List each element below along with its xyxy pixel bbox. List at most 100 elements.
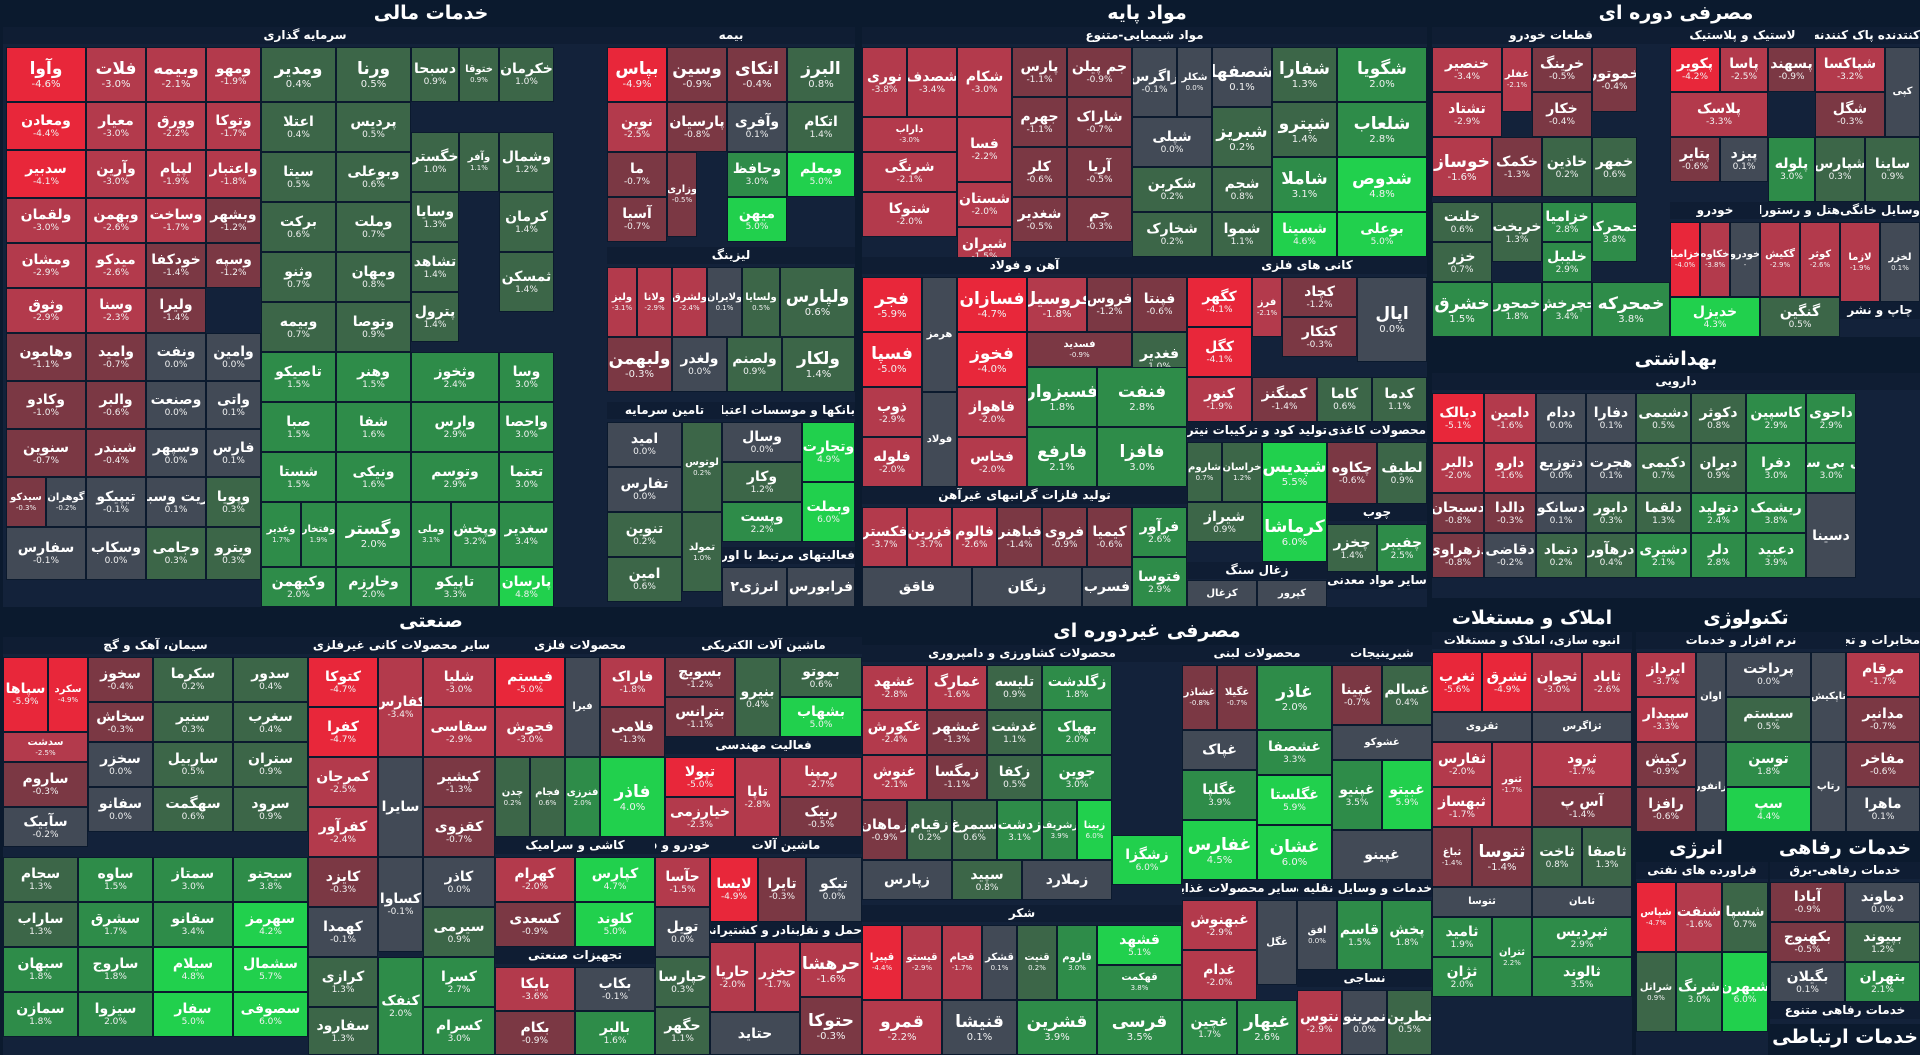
stock-tile[interactable]: غدشت 1.1%	[987, 710, 1042, 755]
stock-tile[interactable]: غفارس 4.5%	[1182, 820, 1257, 880]
stock-tile[interactable]: خوساز -1.6%	[1432, 137, 1492, 197]
stock-tile[interactable]: سمازن 1.8%	[3, 992, 78, 1037]
stock-tile[interactable]: سیستم 0.5%	[1726, 697, 1811, 742]
stock-tile[interactable]: شکربن 0.2%	[1132, 167, 1212, 212]
stock-tile[interactable]: خلنت 0.6%	[1432, 202, 1492, 242]
stock-tile[interactable]: فنرزی 2.0%	[565, 757, 600, 837]
stock-tile[interactable]: شموا 1.1%	[1212, 212, 1272, 257]
stock-tile[interactable]: غگیلا -0.7%	[1217, 665, 1257, 730]
stock-tile[interactable]: سآبیک -0.2%	[3, 807, 88, 847]
stock-tile[interactable]: کایزد -0.3%	[308, 857, 378, 907]
stock-tile[interactable]: ساینا 0.9%	[1865, 137, 1920, 202]
stock-tile[interactable]: وهامون -1.1%	[6, 333, 86, 381]
stock-tile[interactable]: فتوسا 2.9%	[1132, 557, 1187, 607]
stock-tile[interactable]: قاروم 3.0%	[1057, 925, 1097, 1000]
stock-tile[interactable]: ساروج 1.8%	[78, 947, 153, 992]
stock-tile[interactable]: کسعدی -0.9%	[495, 902, 575, 947]
stock-tile[interactable]: فلامی -1.3%	[600, 707, 665, 757]
stock-tile[interactable]: دفارا 0.1%	[1586, 393, 1636, 443]
stock-tile[interactable]: سهگمت 0.6%	[153, 787, 233, 832]
stock-tile[interactable]: رکیش -0.9%	[1636, 742, 1696, 787]
stock-tile[interactable]: شبهرن 6.0%	[1722, 952, 1768, 1032]
stock-tile[interactable]: فسرب	[1082, 567, 1132, 607]
stock-tile[interactable]: وسال 0.0%	[722, 422, 802, 462]
stock-tile[interactable]: کفارس-3.4%	[378, 657, 423, 757]
stock-tile[interactable]: سجام 1.3%	[3, 857, 78, 902]
stock-tile[interactable]: غگلپا 3.9%	[1182, 770, 1257, 820]
stock-tile[interactable]: نوین -2.5%	[607, 102, 667, 152]
stock-tile[interactable]: کپارس 4.7%	[575, 857, 655, 902]
stock-tile[interactable]: فیرا	[565, 657, 600, 757]
stock-tile[interactable]: آریا -0.5%	[1067, 147, 1132, 197]
stock-tile[interactable]: خمحور 1.8%	[1492, 282, 1542, 337]
stock-tile[interactable]: سدشت -2.5%	[3, 732, 88, 762]
stock-tile[interactable]: کفرآور -2.4%	[308, 807, 378, 857]
stock-tile[interactable]: دارو -1.6%	[1484, 443, 1536, 493]
stock-tile[interactable]: شتوکا -2.0%	[862, 192, 957, 237]
stock-tile[interactable]: غشان 6.0%	[1257, 825, 1332, 880]
stock-tile[interactable]: ومعادن -4.4%	[6, 102, 86, 150]
stock-tile[interactable]: کپرور	[1257, 580, 1327, 607]
stock-tile[interactable]: وسا 3.0%	[499, 352, 554, 402]
stock-tile[interactable]: فزرین -3.7%	[907, 507, 952, 567]
stock-tile[interactable]: وتوکا -1.7%	[206, 102, 261, 150]
stock-tile[interactable]: فلوله -2.0%	[862, 437, 922, 487]
stock-tile[interactable]: کاما 0.6%	[1317, 377, 1372, 422]
stock-tile[interactable]: کپشیر -1.3%	[423, 757, 495, 807]
stock-tile[interactable]: ومهو -1.9%	[206, 47, 261, 102]
stock-tile[interactable]: بموتو 0.6%	[780, 657, 862, 697]
stock-tile[interactable]: سفانو 3.4%	[153, 902, 233, 947]
stock-tile[interactable]: فسبزوار 1.8%	[1027, 367, 1097, 427]
stock-tile[interactable]: خشرق 1.5%	[1432, 282, 1492, 337]
stock-tile[interactable]: زمگسا -1.1%	[927, 755, 987, 800]
stock-tile[interactable]: ولقمان -3.0%	[6, 198, 86, 243]
stock-tile[interactable]: سفاسی -2.9%	[423, 707, 495, 757]
stock-tile[interactable]: نطرین 0.5%	[1387, 990, 1432, 1055]
stock-tile[interactable]: شفا 1.6%	[336, 402, 411, 452]
stock-tile[interactable]: سپاها -5.9%	[3, 657, 48, 732]
stock-tile[interactable]: غپینا -0.7%	[1332, 665, 1382, 725]
stock-tile[interactable]: ثباغ -1.4%	[1432, 827, 1472, 887]
stock-tile[interactable]: بوعلی 5.0%	[1337, 212, 1427, 257]
stock-tile[interactable]: غبیتو 5.9%	[1382, 760, 1432, 830]
stock-tile[interactable]: وجامی 0.3%	[146, 527, 206, 580]
stock-tile[interactable]: غشهد -2.8%	[862, 665, 927, 710]
stock-tile[interactable]: دلقما 1.3%	[1636, 493, 1691, 533]
stock-tile[interactable]: شپترو 1.4%	[1272, 102, 1337, 157]
stock-tile[interactable]: پخش 1.8%	[1382, 900, 1432, 970]
stock-tile[interactable]: شلعاب 2.8%	[1337, 102, 1427, 157]
stock-tile[interactable]: فافزا 3.0%	[1097, 427, 1187, 487]
stock-tile[interactable]: مرقام -1.7%	[1846, 652, 1920, 697]
stock-tile[interactable]: بهپاک 2.0%	[1042, 710, 1112, 755]
stock-tile[interactable]: شپاس -4.7%	[1636, 882, 1676, 952]
stock-tile[interactable]: غشوکو	[1332, 725, 1432, 760]
stock-tile[interactable]: فروس -1.2%	[1087, 277, 1132, 332]
stock-tile[interactable]: سپ 4.4%	[1726, 787, 1811, 832]
stock-tile[interactable]: فجر -5.9%	[862, 277, 922, 332]
stock-tile[interactable]: فیستم -5.0%	[495, 657, 565, 707]
stock-tile[interactable]: البرز 0.8%	[787, 47, 855, 102]
stock-tile[interactable]: خکار -0.4%	[1532, 92, 1592, 137]
stock-tile[interactable]: فاذر 4.0%	[600, 757, 665, 837]
stock-tile[interactable]: ورنا 0.5%	[336, 47, 411, 102]
stock-tile[interactable]: کهرام -2.0%	[495, 857, 575, 902]
stock-tile[interactable]: لپیام -1.9%	[146, 150, 206, 198]
stock-tile[interactable]: ساروم -0.3%	[3, 762, 88, 807]
stock-tile[interactable]: بکاب -0.1%	[575, 967, 655, 1011]
stock-tile[interactable]: سپیدار -3.3%	[1636, 697, 1696, 742]
stock-tile[interactable]: چکاوه -0.6%	[1327, 442, 1377, 504]
stock-tile[interactable]: وپخش 3.2%	[451, 502, 499, 567]
stock-tile[interactable]: جهرم -1.1%	[1012, 97, 1067, 147]
stock-tile[interactable]: حآسا -1.5%	[655, 857, 710, 907]
stock-tile[interactable]: بتهران 2.1%	[1845, 962, 1920, 1002]
stock-tile[interactable]: پارس -1.1%	[1012, 47, 1067, 97]
stock-tile[interactable]: فارس 0.1%	[206, 429, 261, 477]
stock-tile[interactable]: دماوند 0.0%	[1845, 882, 1920, 922]
stock-tile[interactable]: غگل	[1257, 900, 1297, 985]
stock-tile[interactable]: ماهرا 0.1%	[1846, 787, 1920, 832]
stock-tile[interactable]: تعتما 3.0%	[499, 452, 554, 502]
stock-tile[interactable]: غبشهر -1.3%	[927, 710, 987, 755]
stock-tile[interactable]: قهکمت 3.8%	[1097, 965, 1182, 1000]
stock-tile[interactable]: شپلی 0.0%	[1132, 117, 1212, 167]
stock-tile[interactable]: بنیرو 0.4%	[735, 657, 780, 737]
